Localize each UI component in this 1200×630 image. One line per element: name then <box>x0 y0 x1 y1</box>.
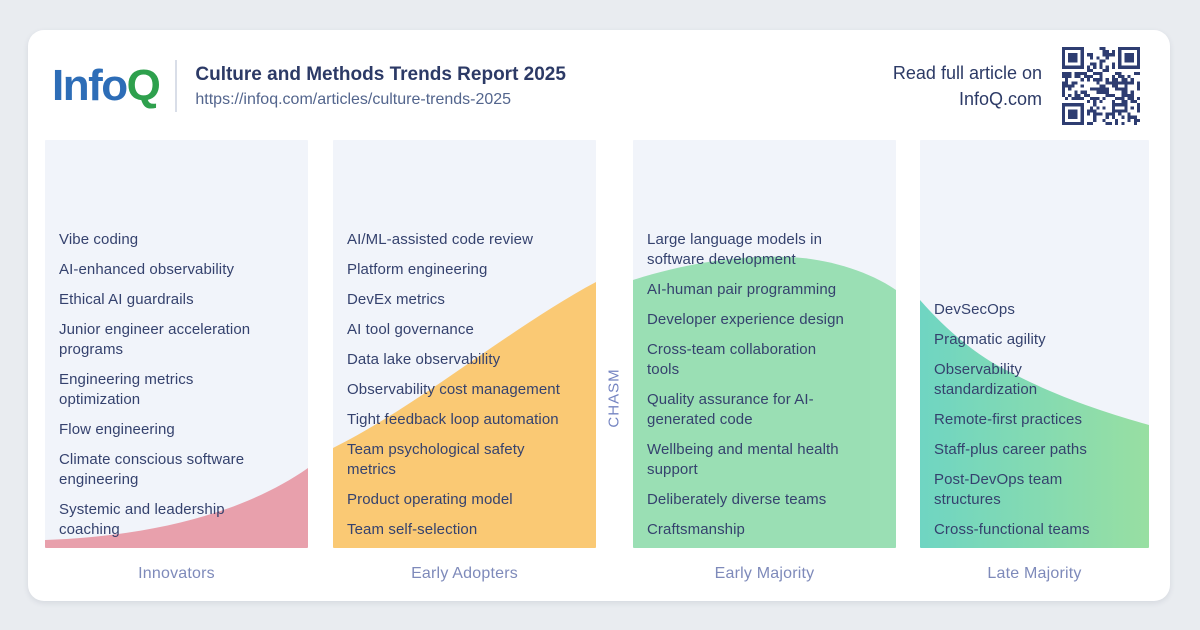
stage-label-early-adopters: Early Adopters <box>411 565 518 582</box>
trend-item: Ethical AI guardrails <box>59 291 194 308</box>
adoption-curve-segment <box>333 282 596 548</box>
cta-line-1: Read full article on <box>892 63 1042 83</box>
trend-item: Systemic and leadership coaching <box>59 501 225 538</box>
trend-item: Flow engineering <box>59 421 175 438</box>
logo-info-text: Info <box>52 61 128 110</box>
chasm-label: CHASM <box>605 368 623 428</box>
trend-item: Developer experience design <box>647 311 844 328</box>
column-early-majority: Large language models in software develo… <box>633 140 896 583</box>
trend-item: Wellbeing and mental health support <box>647 441 839 478</box>
stage-label-innovators: Innovators <box>138 565 215 582</box>
trend-item: AI-enhanced observability <box>59 261 235 278</box>
trend-item: Cross-functional teams <box>934 521 1090 538</box>
cta-line-2: InfoQ.com <box>958 89 1042 109</box>
trend-item: Quality assurance for AI-generated code <box>647 391 814 428</box>
trend-item: DevEx metrics <box>347 291 445 308</box>
read-article-cta: Read full article on InfoQ.com <box>893 60 1042 112</box>
trend-list: DevSecOps Pragmatic agility Observability … <box>920 290 1149 540</box>
header: InfoQ Culture and Methods Trends Report … <box>28 30 1170 125</box>
report-title: Culture and Methods Trends Report 2025 <box>195 63 566 85</box>
stage-panel-late-majority: DevSecOps Pragmatic agility Observability … <box>920 140 1149 548</box>
trend-list: Large language models in software develo… <box>633 220 896 540</box>
trend-item: Observability cost management <box>347 381 560 398</box>
stage-panel-innovators: Vibe coding AI-enhanced observability Ethi… <box>45 140 308 548</box>
trend-item: Data lake observability <box>347 351 501 368</box>
trend-item: Large language models in software develo… <box>647 231 823 268</box>
trend-item: Climate conscious software engineering <box>59 451 245 488</box>
column-late-majority: DevSecOps Pragmatic agility Observability … <box>920 140 1149 583</box>
trend-item: AI/ML-assisted code review <box>347 231 534 248</box>
report-card: InfoQ Culture and Methods Trends Report … <box>28 30 1170 601</box>
trend-item: Junior engineer acceleration programs <box>59 321 251 358</box>
trend-list: Vibe coding AI-enhanced observability Ethi… <box>45 220 308 540</box>
trend-item: DevSecOps <box>934 301 1015 318</box>
trend-item: Tight feedback loop automation <box>347 411 559 428</box>
column-early-adopters: AI/ML-assisted code review Platform engin… <box>333 140 596 583</box>
adoption-curve-segment <box>45 468 308 548</box>
trend-item: Post-DevOps team structures <box>934 471 1063 508</box>
trend-list: AI/ML-assisted code review Platform engin… <box>333 220 596 540</box>
trend-item: AI tool governance <box>347 321 474 338</box>
stage-label-late-majority: Late Majority <box>987 565 1082 582</box>
infoq-logo: InfoQ <box>52 61 161 110</box>
header-divider <box>175 60 178 112</box>
trend-item: Engineering metrics optimization <box>59 371 194 408</box>
trend-item: Product operating model <box>347 491 513 508</box>
trend-item: Team self-selection <box>347 521 478 538</box>
trend-item: Team psychological safety metrics <box>347 441 525 478</box>
title-block: Culture and Methods Trends Report 2025 h… <box>195 64 566 109</box>
trend-item: Pragmatic agility <box>934 331 1046 348</box>
adoption-curve-chart: Vibe coding AI-enhanced observability Ethi… <box>28 140 1170 583</box>
qr-code-icon <box>1062 47 1140 125</box>
trend-item: Observability standardization <box>934 361 1038 398</box>
trend-item: Craftsmanship <box>647 521 746 538</box>
adoption-curve-segment <box>633 256 896 548</box>
trend-item: Vibe coding <box>59 231 139 248</box>
trend-item: Staff-plus career paths <box>934 441 1087 458</box>
trend-item: AI-human pair programming <box>647 281 837 298</box>
trend-item: Cross-team collaboration tools <box>647 341 817 378</box>
trend-item: Platform engineering <box>347 261 488 278</box>
article-url[interactable]: https://infoq.com/articles/culture-trend… <box>195 90 512 108</box>
stage-panel-early-adopters: AI/ML-assisted code review Platform engin… <box>333 140 596 548</box>
trend-item: Deliberately diverse teams <box>647 491 827 508</box>
logo-q-text: Q <box>126 61 161 110</box>
stage-label-early-majority: Early Majority <box>714 565 815 582</box>
trend-item: Remote-first practices <box>934 411 1083 428</box>
adoption-curve-segment <box>920 300 1149 548</box>
column-innovators: Vibe coding AI-enhanced observability Ethi… <box>45 140 308 583</box>
stage-panel-early-majority: Large language models in software develo… <box>633 140 896 548</box>
